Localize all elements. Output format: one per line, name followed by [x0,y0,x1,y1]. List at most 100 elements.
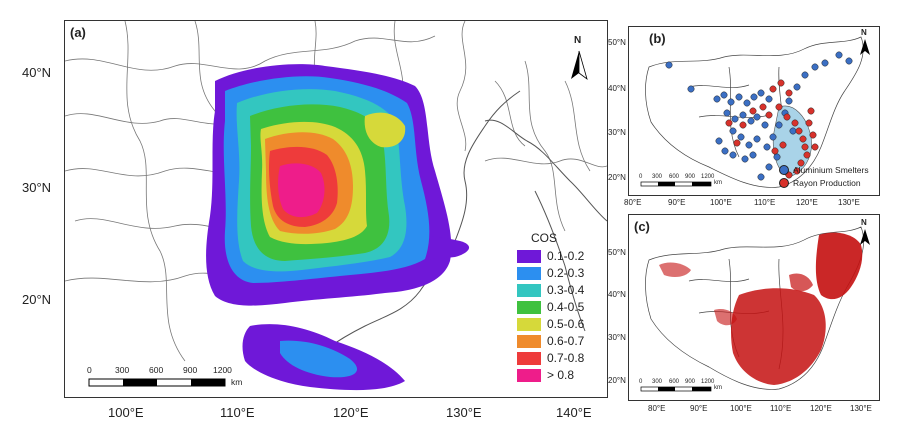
legend-swatch [517,317,541,331]
panel-c-y-tick: 50°N [608,248,626,257]
scale-bar [88,378,226,387]
legend-marker [779,165,789,175]
facility-points [665,51,853,181]
aluminium-smelter-point [753,113,761,121]
legend-label: 0.2-0.3 [547,266,585,280]
panel-b-x-tick: 110°E [754,198,776,207]
panel-c-x-tick: 110°E [770,404,792,413]
rayon-production-point [785,89,793,97]
panel-a-x-tick: 100°E [108,405,144,420]
panel-b-y-tick: 50°N [608,38,626,47]
scale-label-1200: 1200 [701,174,715,180]
scale-label-300: 300 [115,365,130,375]
rayon-production-point [809,131,817,139]
north-arrow-icon [860,229,870,245]
aluminium-smelter-point [727,98,735,106]
aluminium-smelter-point [749,151,757,159]
rayon-production-point [799,135,807,143]
rayon-production-point [779,141,787,149]
aluminium-smelter-point [765,95,773,103]
panel-a-x-tick: 140°E [556,405,592,420]
scale-label-0: 0 [87,365,92,375]
aluminium-smelter-point [765,163,773,171]
panel-c-x-tick: 90°E [690,404,708,413]
rayon-production-point [801,143,809,151]
rayon-production-point [811,143,819,151]
legend-title: COS [531,231,558,245]
scale-label-600: 600 [149,365,164,375]
aluminium-smelter-point [789,127,797,135]
aluminium-smelter-point [761,121,769,129]
scale-unit: km [714,180,722,186]
panel-a-north-label: N [574,35,582,46]
panel-c-label: (c) [634,219,650,234]
panel-c-y-tick: 20°N [608,376,626,385]
panel-c-x-tick: 120°E [810,404,832,413]
rayon-production-point [777,79,785,87]
scale-bar [640,181,712,187]
aluminium-smelter-point [811,63,819,71]
legend-marker [779,178,789,188]
rayon-production-point [783,113,791,121]
rayon-production-point [775,103,783,111]
aluminium-smelter-point [713,95,721,103]
scale-label-300: 300 [652,174,663,180]
panel-c-svg [640,226,870,392]
legend-item: 0.7-0.8 [517,351,584,365]
rayon-production-point [805,119,813,127]
legend-item: 0.6-0.7 [517,334,584,348]
scale-label-900: 900 [685,379,696,385]
scale-label-0: 0 [639,174,643,180]
panel-b-x-tick: 130°E [838,198,860,207]
scale-label-1200: 1200 [701,379,715,385]
panel-a-y-tick: 20°N [22,292,52,307]
legend-item: 0.5-0.6 [517,317,584,331]
aluminium-smelter-point [747,117,755,125]
panel-a-x-tick: 120°E [333,405,369,420]
panel-b-x-tick: 80°E [624,198,642,207]
panel-b-y-tick: 30°N [608,128,626,137]
legend-label: 0.4-0.5 [547,300,585,314]
legend-label: Rayon Production [793,178,861,188]
scale-label-600: 600 [669,379,680,385]
rayon-production-point [759,103,767,111]
rayon-production-point [733,139,741,147]
aluminium-smelter-point [715,137,723,145]
panel-c-map: (c) N 0 300 600 900 1200 km [628,214,880,401]
panel-b-x-tick: 100°E [710,198,732,207]
aluminium-smelter-point [743,99,751,107]
aluminium-smelter-point [729,151,737,159]
panel-b-label: (b) [649,31,666,46]
scale-unit: km [231,377,243,387]
rayon-production-point [739,121,747,129]
north-arrow-icon [860,39,870,55]
rayon-production-point [795,127,803,135]
panel-b-y-tick: 20°N [608,173,626,182]
legend-swatch [517,249,541,263]
legend-item: Aluminium Smelters [779,165,869,175]
panel-a-x-tick: 110°E [220,405,255,420]
cos-contours [206,64,470,391]
aluminium-smelter-point [739,111,747,119]
panel-a-y-tick: 30°N [22,180,52,195]
aluminium-smelter-point [753,135,761,143]
aluminium-smelter-point [845,57,853,65]
aluminium-smelter-point [775,121,783,129]
legend-label: 0.6-0.7 [547,334,585,348]
aluminium-smelter-point [735,93,743,101]
scale-unit: km [714,385,722,391]
panel-b-x-tick: 120°E [796,198,818,207]
panel-c-y-tick: 40°N [608,290,626,299]
legend-item: 0.4-0.5 [517,300,584,314]
panel-b-map: (b) N Aluminium Smelters Rayon Productio… [628,26,880,196]
scale-label-900: 900 [685,174,696,180]
legend-label: > 0.8 [547,368,575,382]
rayon-production-point [771,147,779,155]
panel-a-map: (a) N 0 300 600 900 1200 km COS 0.1-0.2 … [64,20,608,398]
aluminium-smelter-point [763,143,771,151]
rayon-production-point [807,107,815,115]
legend-swatch [517,283,541,297]
scale-bar [640,386,712,392]
aluminium-smelter-point [729,127,737,135]
legend-item: 0.1-0.2 [517,249,584,263]
